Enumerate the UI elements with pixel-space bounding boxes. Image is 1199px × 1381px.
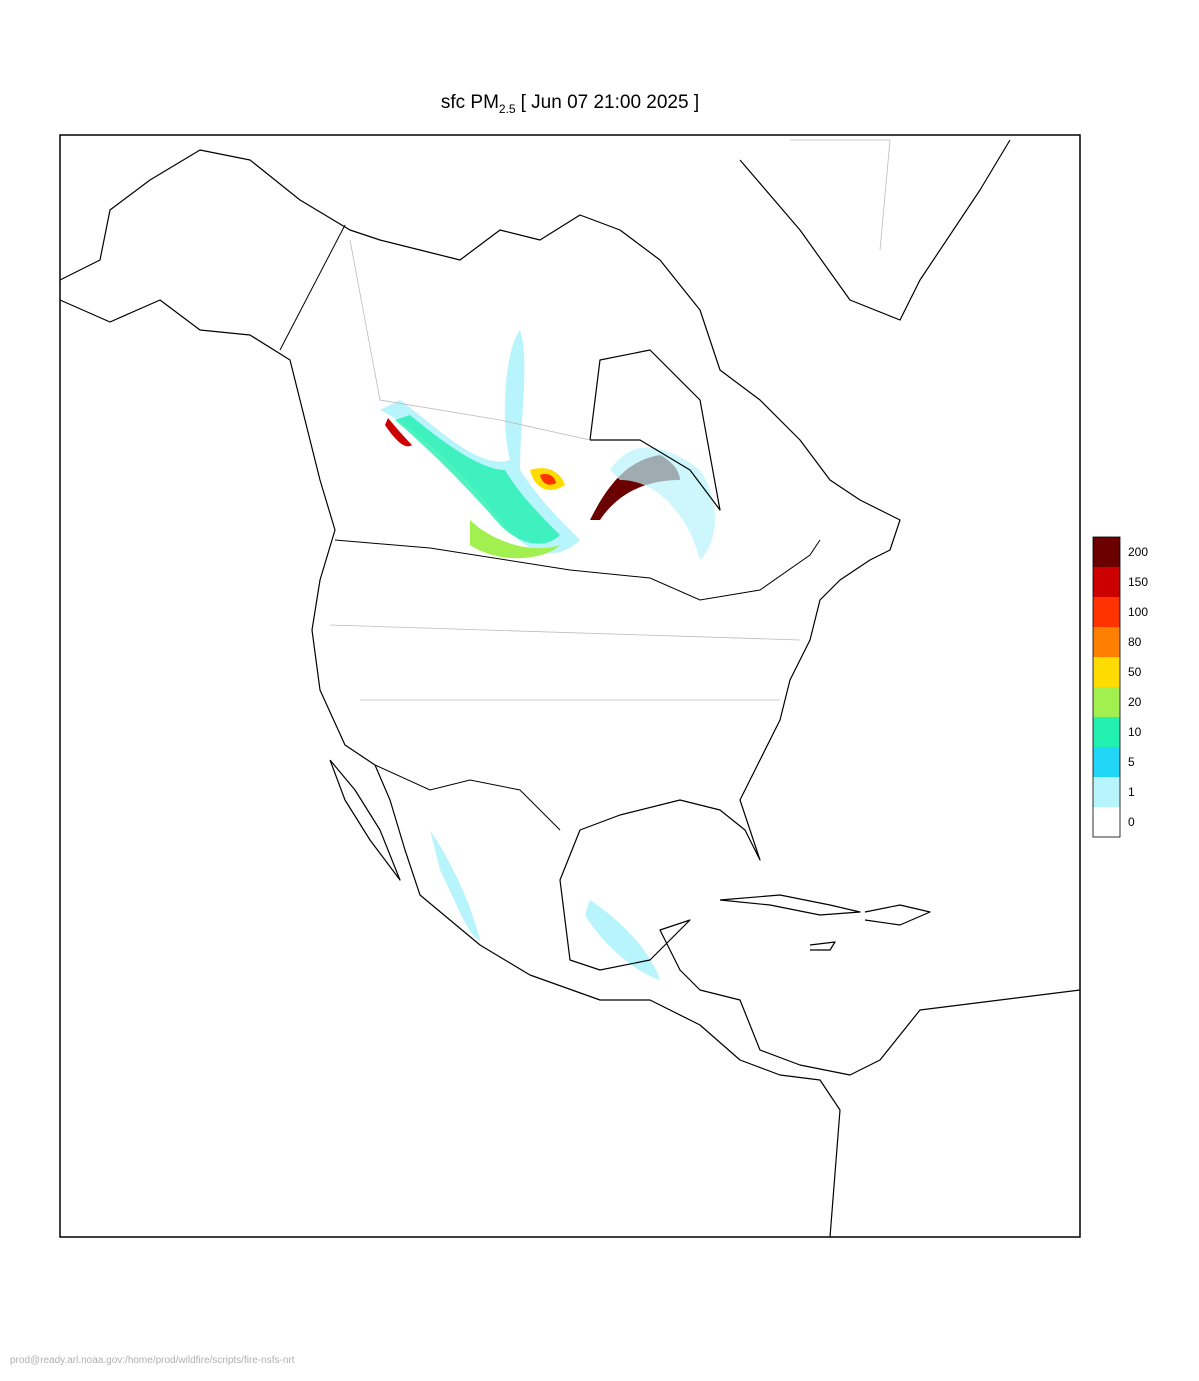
legend-label: 150: [1128, 575, 1148, 589]
legend-swatch: [1093, 567, 1120, 597]
legend-label: 20: [1128, 695, 1142, 709]
legend-label: 100: [1128, 605, 1148, 619]
legend-swatch: [1093, 627, 1120, 657]
legend-swatch: [1093, 807, 1120, 837]
legend-swatch: [1093, 747, 1120, 777]
legend-label: 50: [1128, 665, 1142, 679]
map-area: [59, 134, 1081, 1238]
legend-label: 200: [1128, 545, 1148, 559]
legend-label: 1: [1128, 785, 1135, 799]
title-suffix: [ Jun 07 21:00 2025 ]: [521, 92, 700, 113]
legend-swatch: [1093, 597, 1120, 627]
legend: 0 1 5 10 20 50 80 100 150 200: [1092, 536, 1148, 838]
legend-swatch: [1093, 657, 1120, 687]
coastlines: [59, 139, 1081, 1238]
title-subscript: 2.5: [499, 102, 516, 116]
map-background: [60, 135, 1080, 1237]
legend-label: 0: [1128, 815, 1135, 829]
legend-label: 5: [1128, 755, 1135, 769]
footer-path: prod@ready.arl.noaa.gov:/home/prod/wildf…: [10, 1355, 295, 1366]
smoke-plumes: [380, 330, 715, 980]
borders: [279, 139, 891, 831]
legend-swatch: [1093, 777, 1120, 807]
legend-swatch: [1093, 687, 1120, 717]
legend-label: 80: [1128, 635, 1142, 649]
legend-swatch: [1093, 537, 1120, 567]
legend-frame: [1092, 536, 1121, 838]
title-prefix: sfc PM: [441, 92, 499, 113]
legend-label: 10: [1128, 725, 1142, 739]
legend-swatch: [1093, 717, 1120, 747]
map-frame: [59, 134, 1081, 1238]
map-title: sfc PM2.5 [ Jun 07 21:00 2025 ]: [441, 92, 699, 116]
